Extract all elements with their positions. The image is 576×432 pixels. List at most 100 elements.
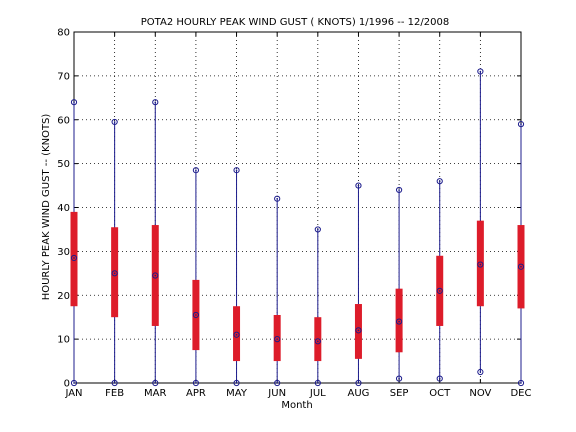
max-marker-dot — [317, 228, 319, 231]
chart-title: POTA2 HOURLY PEAK WIND GUST ( KNOTS) 1/1… — [141, 17, 449, 28]
max-marker-dot — [438, 180, 441, 182]
min-marker-dot — [113, 382, 116, 384]
y-tick-label: 20 — [57, 291, 70, 302]
iqr-box — [476, 220, 484, 307]
y-tick-label: 10 — [57, 335, 70, 346]
median-marker — [192, 311, 200, 319]
median-marker — [477, 261, 484, 268]
median-marker — [436, 287, 443, 294]
median-marker — [111, 270, 118, 277]
max-marker — [192, 167, 200, 174]
box-jun — [273, 195, 281, 387]
box-apr — [192, 167, 200, 387]
min-marker-dot — [235, 382, 238, 384]
median-marker — [152, 272, 159, 279]
min-marker-dot — [73, 382, 75, 384]
max-marker-dot — [195, 169, 197, 172]
max-marker-dot — [235, 169, 238, 172]
x-tick-label: JUN — [267, 388, 286, 399]
median-marker-dot — [479, 263, 482, 266]
x-tick-label: OCT — [429, 388, 451, 399]
min-marker — [436, 375, 443, 382]
grid-layer — [74, 32, 521, 383]
x-tick-label: AUG — [347, 388, 369, 399]
median-marker-dot — [398, 320, 400, 323]
max-marker — [314, 226, 321, 233]
median-marker-dot — [195, 314, 197, 316]
y-tick-label: 0 — [64, 379, 70, 390]
box-feb — [111, 118, 119, 387]
iqr-box — [70, 211, 78, 307]
median-marker-dot — [317, 340, 319, 343]
median-marker — [70, 254, 78, 262]
min-marker — [274, 379, 281, 387]
max-marker — [477, 68, 484, 75]
min-marker-dot — [398, 377, 400, 380]
min-marker — [111, 379, 118, 387]
x-tick-label: SEP — [390, 388, 409, 399]
min-marker — [192, 379, 200, 387]
max-marker — [395, 186, 403, 194]
min-marker — [152, 379, 159, 387]
x-tick-label: MAY — [226, 388, 248, 399]
median-marker-dot — [438, 290, 441, 292]
y-axis-label: HOURLY PEAK WIND GUST -- (KNOTS) — [41, 114, 52, 301]
max-marker-dot — [276, 197, 278, 200]
min-marker-dot — [357, 382, 360, 384]
max-marker-dot — [520, 123, 522, 125]
max-marker — [152, 99, 159, 106]
plot-frame — [73, 31, 522, 384]
min-marker-dot — [154, 382, 157, 384]
x-tick-label: JUL — [309, 388, 326, 399]
box-nov — [476, 68, 484, 376]
y-tick-label: 50 — [57, 159, 70, 170]
x-tick-label: NOV — [469, 388, 491, 399]
max-marker-dot — [357, 184, 360, 187]
max-marker — [70, 99, 78, 106]
x-tick-label: JAN — [64, 388, 82, 399]
min-marker — [517, 379, 525, 387]
box-jan — [70, 99, 78, 387]
max-marker — [436, 178, 443, 185]
median-marker-dot — [276, 338, 278, 340]
min-marker-dot — [520, 382, 522, 384]
max-marker-dot — [73, 101, 75, 103]
max-marker — [111, 118, 118, 126]
y-tick-label: 60 — [57, 115, 70, 126]
x-tick-label: APR — [186, 388, 206, 399]
min-marker — [395, 375, 403, 382]
median-marker-dot — [73, 257, 75, 259]
max-marker — [233, 167, 240, 174]
min-marker — [314, 379, 321, 387]
iqr-box — [354, 304, 362, 359]
x-tick-label: FEB — [105, 388, 124, 399]
x-axis-label: Month — [281, 400, 312, 411]
box-oct — [436, 178, 444, 382]
iqr-box — [111, 227, 119, 318]
box-aug — [354, 182, 362, 387]
median-marker — [314, 338, 321, 345]
min-marker — [355, 379, 362, 387]
y-tick-label: 70 — [57, 71, 70, 82]
max-marker-dot — [113, 121, 116, 123]
median-marker-dot — [154, 274, 157, 277]
median-marker — [274, 336, 281, 343]
max-marker-dot — [479, 70, 482, 73]
x-tick-label: DEC — [510, 388, 531, 399]
median-marker — [517, 263, 525, 270]
max-marker — [517, 121, 525, 128]
max-marker — [274, 195, 281, 202]
min-marker-dot — [317, 382, 319, 384]
box-layer — [70, 68, 525, 387]
box-may — [233, 167, 241, 387]
min-marker-dot — [479, 371, 482, 373]
iqr-box — [273, 314, 281, 362]
box-sep — [395, 186, 403, 382]
median-marker-dot — [357, 329, 360, 332]
median-marker-dot — [235, 333, 238, 336]
min-marker-dot — [438, 377, 441, 380]
median-marker-dot — [520, 265, 522, 268]
min-marker — [233, 379, 240, 387]
min-marker — [70, 379, 78, 387]
